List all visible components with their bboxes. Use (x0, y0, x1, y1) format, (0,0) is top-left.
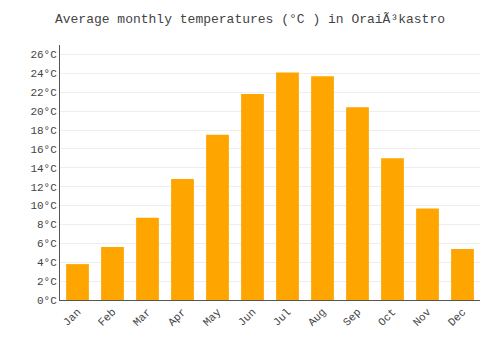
svg-text:Jul: Jul (271, 306, 293, 328)
svg-text:24°C: 24°C (30, 68, 57, 80)
svg-text:18°C: 18°C (30, 125, 57, 137)
svg-text:12°C: 12°C (30, 182, 57, 194)
svg-text:10°C: 10°C (30, 200, 57, 212)
svg-text:Jan: Jan (61, 306, 83, 328)
svg-text:Mar: Mar (131, 306, 153, 328)
svg-text:Feb: Feb (96, 306, 118, 328)
svg-text:Aug: Aug (306, 306, 328, 328)
svg-text:Nov: Nov (411, 306, 434, 329)
svg-text:16°C: 16°C (30, 144, 57, 156)
svg-text:26°C: 26°C (30, 49, 57, 61)
svg-text:4°C: 4°C (37, 257, 57, 269)
svg-text:20°C: 20°C (30, 106, 57, 118)
svg-text:Oct: Oct (376, 306, 398, 328)
svg-text:8°C: 8°C (37, 219, 57, 231)
svg-text:Apr: Apr (166, 306, 188, 328)
svg-text:0°C: 0°C (37, 295, 57, 307)
svg-text:2°C: 2°C (37, 276, 57, 288)
svg-text:Sep: Sep (341, 306, 363, 328)
svg-text:Dec: Dec (446, 306, 468, 328)
svg-text:Jun: Jun (236, 306, 258, 328)
svg-text:14°C: 14°C (30, 163, 57, 175)
svg-text:22°C: 22°C (30, 87, 57, 99)
svg-text:Average monthly temperatures (: Average monthly temperatures (°C ) in Or… (55, 12, 445, 27)
svg-text:May: May (201, 306, 224, 329)
svg-text:6°C: 6°C (37, 238, 57, 250)
